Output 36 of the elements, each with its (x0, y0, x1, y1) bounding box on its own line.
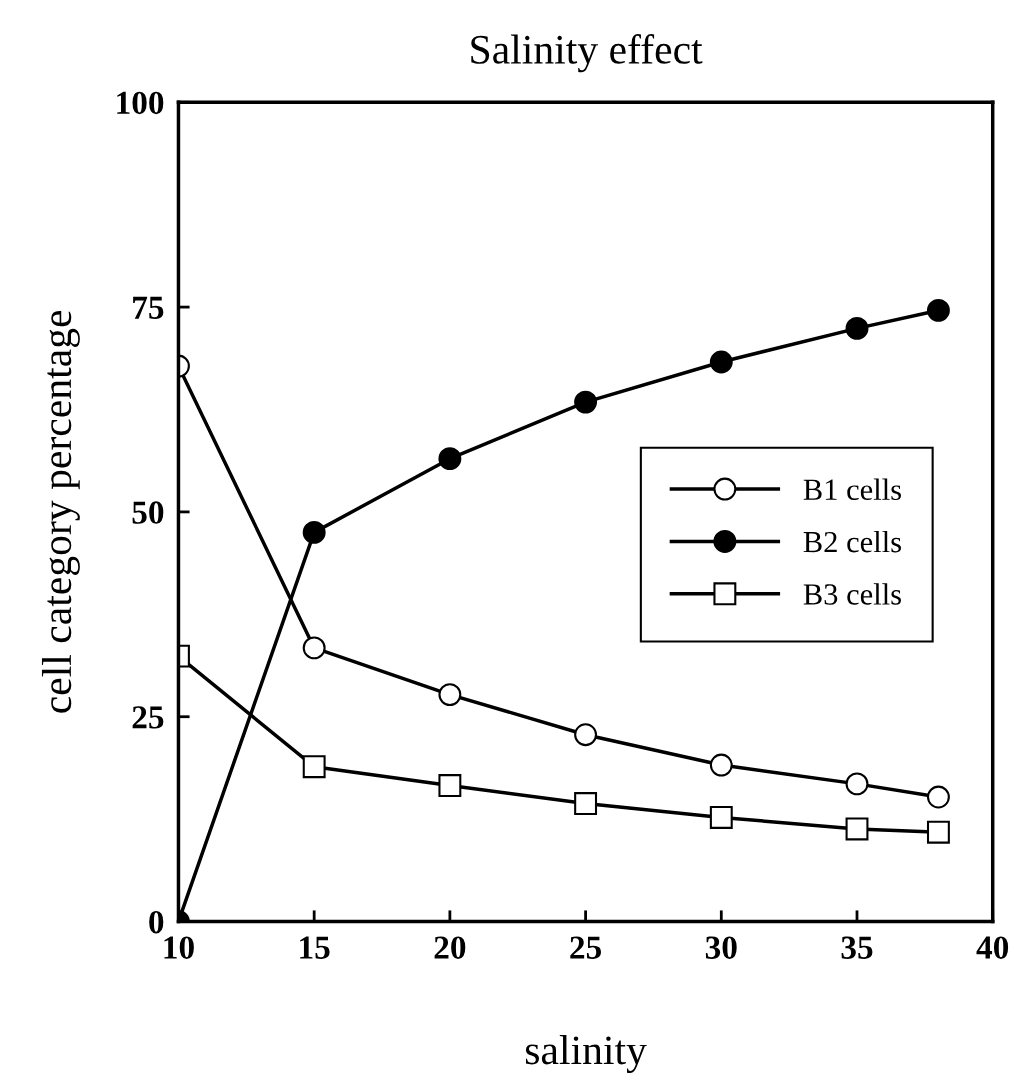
y-axis-title: cell category percentage (41, 310, 80, 713)
chart-title: Salinity effect (471, 34, 703, 73)
point (302, 520, 326, 544)
point (709, 350, 733, 374)
legend-label: B1 cells (803, 478, 901, 501)
legend-label: B2 cells (803, 530, 901, 553)
x-tick-label: 20 (434, 936, 466, 959)
y-tick-label: 75 (133, 296, 164, 319)
point (302, 636, 326, 660)
point (438, 683, 462, 707)
point (845, 817, 869, 841)
x-tick-label: 30 (705, 936, 737, 959)
point (574, 792, 598, 816)
point (926, 820, 950, 844)
point (438, 447, 462, 471)
x-tick-label: 10 (164, 936, 194, 959)
legend-label: B3 cells (803, 583, 901, 605)
point (574, 723, 598, 747)
y-tick-label: 25 (132, 706, 164, 729)
x-tick-label: 15 (300, 936, 330, 959)
y-tick-label: 100 (117, 91, 164, 115)
point (926, 785, 950, 809)
x-tick-label: 25 (570, 936, 602, 959)
x-axis-title: salinity (525, 1035, 647, 1073)
point (926, 298, 950, 322)
point (574, 390, 598, 414)
point (709, 753, 733, 777)
x-tick-label: 40 (976, 936, 1009, 959)
y-tick-label: 0 (149, 910, 164, 934)
y-tick-label: 50 (132, 501, 164, 524)
point (845, 316, 869, 340)
point (438, 774, 462, 797)
point (845, 772, 869, 796)
x-tick-label: 35 (841, 936, 873, 959)
point (302, 755, 326, 779)
point (709, 806, 733, 829)
